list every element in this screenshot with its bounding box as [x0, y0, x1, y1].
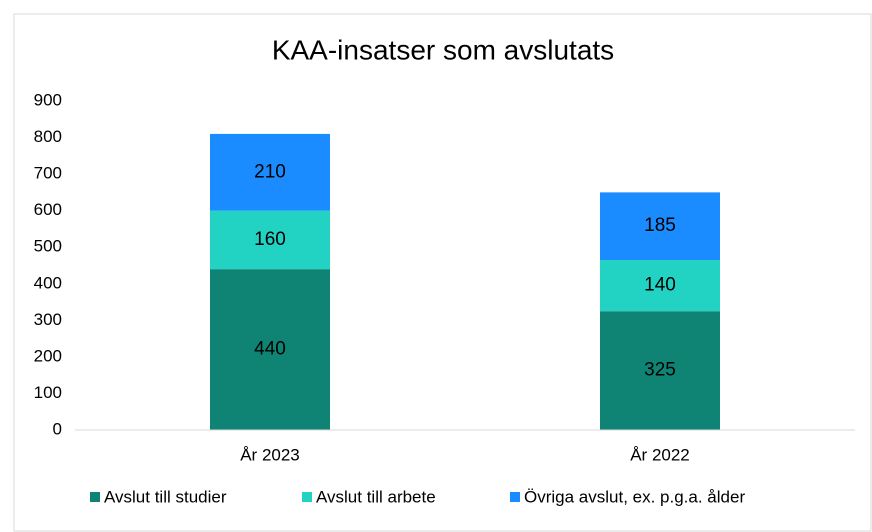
bar-segment — [210, 210, 330, 270]
bar-segment — [210, 269, 330, 430]
y-tick-label: 900 — [34, 90, 62, 109]
y-tick-label: 600 — [34, 200, 62, 219]
data-label: 210 — [254, 161, 286, 182]
legend-label: Övriga avslut, ex. p.g.a. ålder — [524, 487, 745, 506]
x-tick-label: År 2022 — [630, 445, 690, 464]
y-tick-label: 300 — [34, 310, 62, 329]
legend-marker — [510, 492, 520, 502]
chart-title: KAA-insatser som avslutats — [272, 34, 614, 65]
y-tick-label: 500 — [34, 237, 62, 256]
bar-segment — [600, 192, 720, 261]
bar-segment — [600, 311, 720, 430]
legend-label: Avslut till arbete — [316, 487, 436, 506]
y-tick-label: 0 — [53, 419, 62, 438]
legend-marker — [90, 492, 100, 502]
data-label: 160 — [254, 229, 286, 250]
data-label: 325 — [644, 360, 676, 381]
y-tick-label: 400 — [34, 273, 62, 292]
data-label: 440 — [254, 339, 286, 360]
chart-border — [13, 13, 872, 532]
y-tick-label: 800 — [34, 127, 62, 146]
legend-label: Avslut till studier — [104, 487, 227, 506]
data-label: 185 — [644, 215, 676, 236]
bar-segment — [600, 260, 720, 312]
y-tick-label: 200 — [34, 346, 62, 365]
y-tick-label: 100 — [34, 383, 62, 402]
y-tick-label: 700 — [34, 164, 62, 183]
bar-segment — [210, 133, 330, 211]
legend-marker — [302, 492, 312, 502]
x-tick-label: År 2023 — [240, 445, 300, 464]
data-label: 140 — [644, 275, 676, 296]
